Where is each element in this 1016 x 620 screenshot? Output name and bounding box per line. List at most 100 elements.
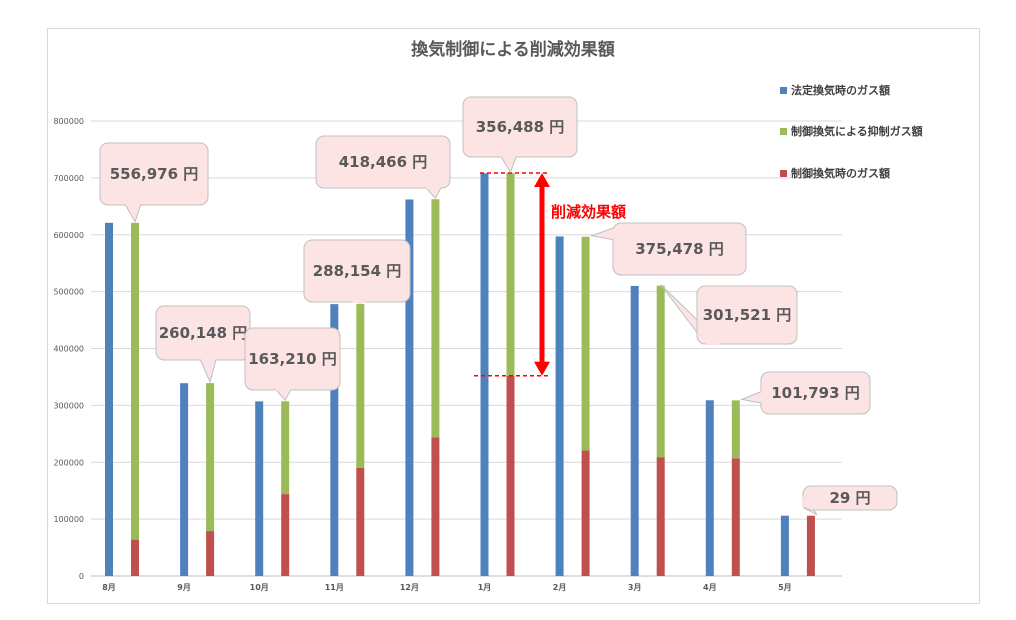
callout: 356,488 円 bbox=[462, 96, 578, 174]
callout-seam bbox=[501, 154, 516, 158]
callout-seam bbox=[706, 341, 720, 345]
bar-legal-gas bbox=[705, 400, 714, 576]
callout-box bbox=[612, 222, 747, 276]
legend-swatch bbox=[780, 87, 787, 94]
callout-label: 288,154 円 bbox=[313, 262, 402, 280]
bar-suppressed-gas bbox=[356, 304, 365, 468]
callout-pointer bbox=[499, 155, 518, 174]
y-tick-label: 500000 bbox=[53, 288, 84, 297]
bar-controlled-gas bbox=[281, 494, 290, 576]
x-tick-label: 10月 bbox=[250, 583, 269, 592]
bar-suppressed-gas bbox=[506, 173, 515, 376]
y-tick-label: 100000 bbox=[53, 515, 84, 524]
legend-swatch bbox=[780, 128, 787, 135]
y-tick-label: 0 bbox=[79, 572, 84, 581]
callout-seam bbox=[802, 497, 806, 507]
reduction-arrow-annotation: 削減効果額 bbox=[474, 172, 626, 377]
callout-seam bbox=[612, 228, 616, 239]
bar-controlled-gas bbox=[356, 467, 365, 576]
callout: 163,210 円 bbox=[244, 327, 341, 402]
bar-controlled-gas bbox=[506, 375, 515, 576]
bar-suppressed-gas bbox=[131, 222, 139, 540]
callout: 29 円 bbox=[802, 485, 898, 516]
legend-swatch bbox=[780, 170, 787, 177]
bar-controlled-gas bbox=[656, 457, 665, 576]
y-tick-label: 300000 bbox=[53, 401, 84, 410]
callout-label: 301,521 円 bbox=[703, 306, 792, 324]
legend-entry: 法定換気時のガス額 bbox=[791, 83, 890, 97]
callout-pointer bbox=[740, 390, 763, 404]
callout-pointer bbox=[199, 358, 217, 384]
x-tick-label: 11月 bbox=[325, 583, 344, 592]
x-tick-label: 4月 bbox=[703, 583, 717, 592]
x-tick-label: 8月 bbox=[102, 583, 116, 592]
reduction-arrow-head-bottom bbox=[534, 361, 550, 376]
bar-controlled-gas bbox=[206, 531, 215, 576]
bar-legal-gas bbox=[480, 173, 489, 576]
callout-label: 101,793 円 bbox=[771, 384, 860, 402]
x-axis: 8月 9月 10月 11月 12月 1月 2月 3月 4月 5月 bbox=[102, 583, 791, 592]
chart-title: 換気制御による削減効果額 bbox=[411, 39, 615, 60]
callout: 260,148 円 bbox=[155, 305, 251, 384]
bar-controlled-gas bbox=[581, 450, 590, 576]
reduction-arrow-label: 削減効果額 bbox=[551, 203, 626, 221]
legend-entry: 制御換気による抑制ガス額 bbox=[791, 124, 923, 138]
bar-suppressed-gas bbox=[281, 401, 290, 495]
y-tick-label: 200000 bbox=[53, 458, 84, 467]
y-tick-label: 800000 bbox=[53, 117, 84, 126]
bar-legal-gas bbox=[405, 199, 414, 577]
reduction-arrow-head-top bbox=[534, 173, 550, 188]
callout-pointer bbox=[589, 227, 615, 241]
callout-box bbox=[315, 135, 451, 189]
callout-label: 556,976 円 bbox=[110, 165, 199, 183]
y-tick-label: 700000 bbox=[53, 174, 84, 183]
bar-legal-gas bbox=[330, 304, 339, 576]
x-tick-label: 3月 bbox=[628, 583, 642, 592]
callout: 556,976 円 bbox=[99, 142, 209, 224]
bar-suppressed-gas bbox=[656, 285, 665, 458]
callout-label: 260,148 円 bbox=[159, 324, 248, 342]
bar-suppressed-gas bbox=[731, 400, 740, 459]
callout: 375,478 円 bbox=[589, 222, 747, 276]
x-tick-label: 5月 bbox=[778, 583, 792, 592]
y-tick-label: 600000 bbox=[53, 231, 84, 240]
bar-legal-gas bbox=[105, 222, 113, 576]
bar-legal-gas bbox=[255, 401, 264, 576]
callout-label: 375,478 円 bbox=[635, 240, 724, 258]
callout-seam bbox=[276, 387, 291, 391]
callout-label: 163,210 円 bbox=[248, 350, 337, 368]
callout-label: 418,466 円 bbox=[339, 153, 428, 171]
bar-suppressed-gas bbox=[206, 383, 215, 532]
bar-legal-gas bbox=[555, 236, 564, 577]
callout-pointer bbox=[124, 203, 142, 224]
bars bbox=[105, 173, 815, 577]
bar-suppressed-gas bbox=[581, 236, 590, 451]
x-tick-label: 12月 bbox=[400, 583, 419, 592]
callout: 288,154 円 bbox=[303, 239, 411, 304]
bar-legal-gas bbox=[780, 515, 789, 576]
callout-seam bbox=[201, 357, 216, 361]
bar-suppressed-gas bbox=[431, 199, 440, 438]
callout-box bbox=[244, 327, 341, 391]
callout-box bbox=[462, 96, 578, 158]
bar-legal-gas bbox=[630, 285, 639, 576]
y-axis: 0 100000 200000 300000 400000 500000 600000 700… bbox=[53, 117, 84, 581]
legend-entry: 制御換気時のガス額 bbox=[791, 166, 890, 180]
bar-controlled-gas bbox=[731, 458, 740, 576]
callout: 101,793 円 bbox=[740, 371, 871, 415]
bar-legal-gas bbox=[180, 383, 189, 576]
y-tick-label: 400000 bbox=[53, 345, 84, 354]
callout-seam bbox=[426, 185, 441, 189]
callout-seam bbox=[351, 299, 366, 303]
callout-label: 29 円 bbox=[829, 489, 870, 507]
bar-controlled-gas bbox=[806, 515, 815, 576]
callout-seam bbox=[126, 202, 140, 206]
callout-seam bbox=[760, 392, 764, 403]
callout-box bbox=[99, 142, 209, 206]
callout-box bbox=[696, 285, 798, 345]
bar-controlled-gas bbox=[431, 437, 440, 576]
x-tick-label: 9月 bbox=[177, 583, 191, 592]
